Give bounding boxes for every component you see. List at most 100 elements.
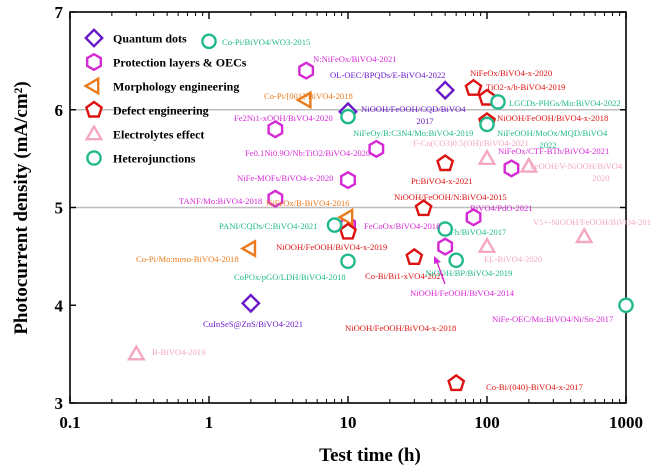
data-point [437,221,453,237]
data-point [338,222,358,240]
point-annotation: NiFeOx/B-BiVO4-2016 [266,198,350,208]
point-annotation: Co-Bi/(040)-BiVO4-x-2017 [486,382,584,392]
data-point [368,139,385,159]
annotation-arrow [436,261,446,285]
x-axis-title: Test time (h) [319,445,421,466]
data-point [267,120,284,139]
y-axis-title: Photocurrent density (mA/cm²) [11,81,32,334]
point-annotation: Fe0.1Ni0.9O/Nb:TiO2/BiVO4-2020 [245,148,370,158]
point-annotation: 2017 [416,116,434,126]
point-annotation: NiFe-OEC/Mo:BiVO4/Ni/Sn-2017 [492,314,614,324]
point-annotation: NiOOH/FeOOH/BiVO4-x-2018 [497,113,608,123]
point-annotation: Co-Pi/BiVO4/WO3-2015 [222,37,310,47]
point-annotation: 2020 [592,173,609,183]
data-point [479,116,495,133]
point-annotation: NiOOH/BP/BiVO4-2019 [425,268,512,278]
point-annotation: NiOOH/FeOOH/CQD/BiVO4 [361,104,466,114]
point-annotation: PANI/CQDs/C:BiVO4-2021 [219,221,318,231]
data-point [326,217,343,233]
data-point [435,80,456,101]
point-annotation: Fe2Ni1-xOOH/BiVO4-2020 [234,113,333,123]
data-point [340,253,356,270]
point-annotation: NiFe-MOFs/BiVO4-x-2020 [237,173,333,183]
legend-label: Protection layers & OECs [113,56,247,70]
point-annotation: Co-Pi/Mo:meso-BiVO4-2018 [136,254,239,264]
point-annotation: LGCDs-PHGs/Mo:BiVO4-2022 [509,98,621,108]
y-tick-label: 5 [55,199,64,218]
legend-label: Defect engineering [113,104,209,118]
legend-marker [84,124,104,141]
y-tick-label: 3 [55,394,64,413]
point-annotation: NiOOH/FeOOH/BiVO4-x-2018 [345,323,456,333]
data-point [340,108,356,125]
point-annotation: Fh/BiVO4-2017 [450,227,507,237]
point-annotation: V5+-NiOOH/FeOOH/BiVO4-2018 [533,217,650,227]
y-tick-label: 4 [55,296,64,315]
point-annotation: NiFeOy/B:C3N4/Mo:BiVO4-2019 [353,128,473,138]
point-annotation: BiVO4/PdO-2021 [470,203,533,213]
x-tick-label: 10 [340,413,357,432]
x-tick-label: 0.1 [59,413,80,432]
point-annotation: Co-Bi/Bi1-xVO4-2021 [365,271,445,281]
legend-label: Morphology engineering [113,80,239,94]
legend-marker [86,150,102,166]
point-annotation: OL-OEC/BPQDs/E-BiVO4-2022 [330,70,446,80]
data-point [436,154,455,172]
point-annotation: B-BiVO4-2019 [152,347,205,357]
point-annotation: N:NiFeOx/BiVO4-2021 [313,54,397,64]
point-annotation: FeCoOx/BiVO4-2018 [364,221,440,231]
point-annotation: 2022 [539,140,556,150]
point-annotation: NiOOH/FeOOH/BiVO4-x-2019 [276,242,387,252]
data-point [519,156,539,173]
point-annotation: FeOOH/V-NiOOH/BiVO4 [530,161,623,171]
legend-label: Electrolytes effect [113,128,204,142]
data-point [437,237,454,256]
data-point [574,226,594,244]
data-point [405,247,424,265]
legend-marker [84,100,104,118]
point-annotation: F-Co(CO3)0.5(OH)/BiVO4-2021 [413,138,529,148]
data-point [490,94,506,110]
point-annotation: NiFeOx/BiVO4-x-2020 [470,68,552,78]
legend-marker [85,52,103,72]
data-point [464,78,483,96]
legend-label: Heterojunctions [113,152,196,166]
data-point [201,33,217,50]
data-point [465,208,482,227]
point-annotation: TANF/Mo:BiVO4-2018 [179,196,262,206]
data-point [240,293,261,314]
x-tick-label: 1 [205,413,214,432]
x-tick-label: 100 [474,413,500,432]
point-annotation: NiFeOx/CTF-BTh/BiVO4-2021 [498,146,609,156]
data-point [340,170,356,190]
data-point [477,236,497,254]
legend-label: Quantum dots [113,32,187,46]
data-point [414,199,433,217]
point-annotation: CoPOx/pGO/LDH/BiVO4-2018 [234,272,346,282]
point-annotation: Pt:BiVO4-x-2021 [411,176,473,186]
point-annotation: TiO2-x/b-BiVO4-2019 [486,82,565,92]
point-annotation: Co-Pi/[001]-BiVO4-2018 [264,91,353,101]
data-point [239,239,257,258]
point-annotation: NiOOH/FeOOH/BiVO4-2014 [410,288,515,298]
point-annotation: CuInSeS@ZnS/BiVO4-2021 [203,319,303,329]
legend: Quantum dots Protection layers & OECs Morp… [83,28,247,166]
data-point [295,90,312,110]
data-point [267,189,284,208]
data-point [337,207,354,227]
data-point [503,159,520,178]
y-tick-label: 6 [55,101,64,120]
data-point [618,297,634,314]
data-point [298,61,315,80]
point-annotation: EL-BiVO4-2020 [484,254,542,264]
data-point [448,252,464,269]
y-tick-label: 7 [55,3,64,22]
axis-ticks: 3 4 5 6 7 0.1 1 10 100 1000 [55,3,644,432]
legend-marker [83,76,100,96]
data-markers [126,33,634,392]
data-point [126,344,146,361]
point-annotation: NiOOH/FeOOH/N:BiVO4-2015 [394,192,507,202]
data-point [447,373,466,392]
annotation-arrowhead [434,256,441,264]
